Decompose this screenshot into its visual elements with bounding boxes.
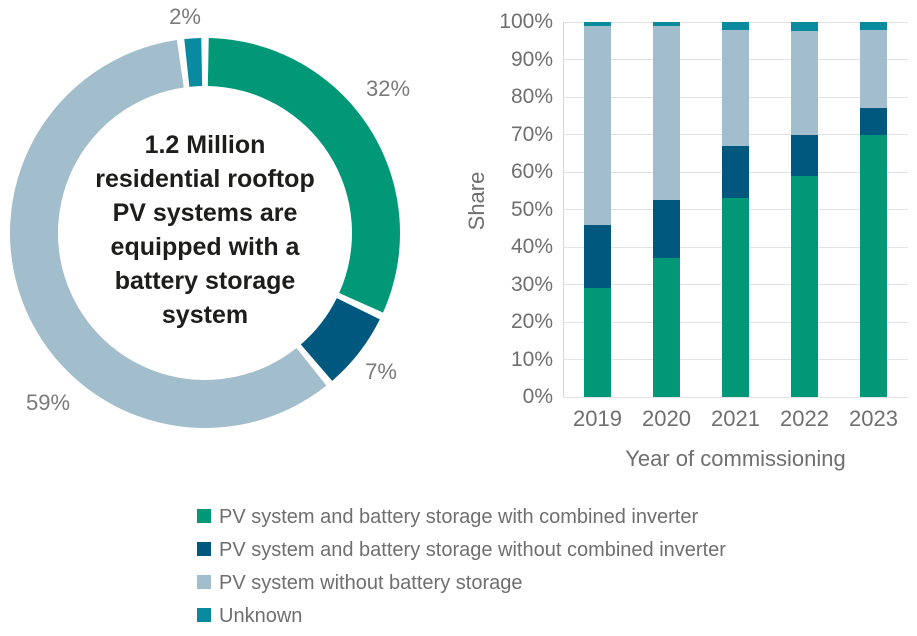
bar-2023-segment-3 [860,22,887,30]
bar-2023-segment-1 [860,108,887,135]
donut-slice-3 [184,38,203,87]
bar-2023-segment-0 [860,134,887,397]
legend-item-1: PV system and battery storage without co… [197,539,726,561]
y-tick-80: 80% [510,85,553,108]
legend-label: PV system without battery storage [219,572,523,594]
bar-2019-segment-0 [584,288,611,397]
y-tick-0: 0% [522,385,553,408]
donut-percent-label-1: 7% [365,359,397,384]
bar-2023-segment-2 [860,29,887,109]
donut-center-line: equipped with a [110,233,300,261]
y-axis-title: Share [464,171,489,231]
bar-2020-segment-2 [653,25,680,201]
donut-percent-label-0: 32% [365,76,411,101]
y-tick-20: 20% [510,310,553,333]
y-tick-60: 60% [510,160,553,183]
donut-percent-label-3: 2% [169,4,201,29]
x-axis-title: Year of commissioning [625,446,846,471]
bar-2022-segment-1 [791,134,818,176]
bar-2022-segment-0 [791,175,818,397]
y-tick-90: 90% [510,47,553,71]
gridline-0 [563,396,908,398]
y-axis-line [563,22,564,397]
legend-swatch-icon [197,575,211,589]
donut-chart [10,38,400,428]
legend-label: PV system and battery storage with combi… [219,506,699,528]
donut-percent-label-2: 59% [25,390,71,415]
bar-2019-segment-2 [584,25,611,225]
donut-slice-1 [300,298,380,381]
legend-label: Unknown [219,605,303,627]
y-tick-70: 70% [510,122,553,146]
bar-2020-segment-0 [653,258,680,397]
bar-2021-segment-3 [722,22,749,30]
y-tick-40: 40% [510,235,553,258]
legend-item-0: PV system and battery storage with combi… [197,506,698,528]
x-tick-2019: 2019 [573,406,622,431]
legend-swatch-icon [197,509,211,523]
y-tick-30: 30% [510,272,553,296]
legend-swatch-icon [197,608,211,622]
bar-2020-segment-1 [653,200,680,259]
bar-2021-segment-1 [722,145,749,199]
y-tick-10: 10% [510,347,553,371]
x-tick-2022: 2022 [780,406,829,431]
legend-item-3: Unknown [197,605,302,627]
legend-label: PV system and battery storage without co… [219,539,726,561]
bar-2022-segment-3 [791,22,818,32]
x-tick-2023: 2023 [849,406,898,431]
x-tick-2021: 2021 [711,406,760,431]
donut-center-line: 1.2 Million [144,131,266,159]
donut-slice-0 [207,38,400,313]
donut-slice-2 [10,40,327,428]
bar-2022-segment-2 [791,31,818,135]
bar-2020-segment-3 [653,22,680,26]
donut-center-line: PV systems are [112,199,298,227]
bar-2021-segment-2 [722,29,749,146]
y-tick-100: 100% [499,10,553,33]
donut-center-line: system [161,301,249,329]
bar-2019-segment-1 [584,224,611,289]
x-tick-2020: 2020 [642,406,691,431]
bar-2019-segment-3 [584,22,611,26]
legend-swatch-icon [197,542,211,556]
donut-center-text: 1.2 Million residential rooftop PV systems… [55,128,355,332]
donut-center-line: battery storage [114,267,296,295]
donut-center-line: residential rooftop [95,165,315,193]
y-tick-50: 50% [510,197,553,221]
stacked-bar-chart-plot-area [563,21,908,398]
legend-item-2: PV system without battery storage [197,572,522,594]
bar-2021-segment-0 [722,198,749,397]
